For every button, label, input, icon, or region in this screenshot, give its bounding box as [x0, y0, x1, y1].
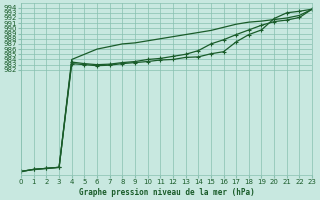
X-axis label: Graphe pression niveau de la mer (hPa): Graphe pression niveau de la mer (hPa)	[79, 188, 254, 197]
